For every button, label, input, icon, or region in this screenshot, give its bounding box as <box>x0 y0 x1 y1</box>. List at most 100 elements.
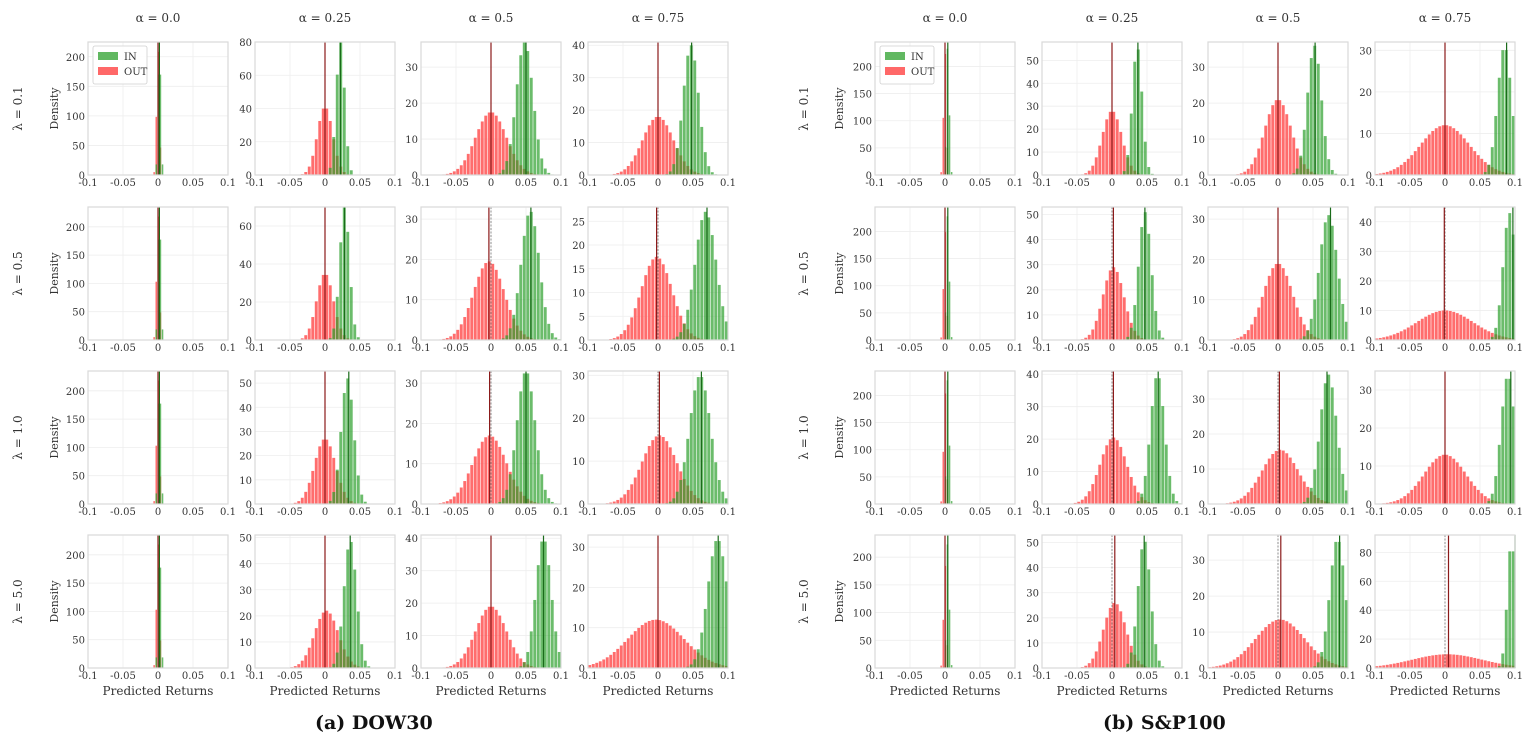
histogram-bar-out <box>1434 458 1438 504</box>
axes-frame <box>587 41 729 176</box>
row-title: λ = 0.5 <box>11 251 25 295</box>
histogram-bar-out <box>1094 475 1098 504</box>
x-tick-label: 0.1 <box>387 507 403 518</box>
histogram-bar-out <box>1246 492 1250 504</box>
histogram-bar-out <box>672 140 676 175</box>
histogram-bar-out <box>491 606 495 668</box>
y-tick-label: 30 <box>239 427 252 438</box>
histogram-bar-in <box>1316 662 1320 668</box>
y-tick-label: 10 <box>239 638 252 649</box>
histogram-bar-out <box>940 501 942 504</box>
histogram-bar-in <box>1334 415 1338 504</box>
histogram-bar-out <box>473 456 477 504</box>
histogram-bar-in <box>1147 167 1151 175</box>
histogram-bar-out <box>1399 331 1403 340</box>
histogram-bar-in <box>1306 92 1310 175</box>
histogram-bar-in <box>533 420 537 504</box>
y-tick-label: 0 <box>412 500 418 511</box>
histogram-bar-in <box>1323 222 1327 340</box>
y-tick-label: 40 <box>1026 79 1039 90</box>
histogram-bar-in <box>349 399 353 504</box>
histogram-bar-out <box>487 606 491 668</box>
histogram-bar-out <box>307 166 311 175</box>
histogram-bar-in <box>515 420 519 504</box>
histogram-bar-out <box>675 306 679 340</box>
histogram-bar-in <box>1327 159 1331 175</box>
y-tick-label: 10 <box>1026 639 1039 650</box>
x-tick-label: -0.05 <box>1064 343 1090 354</box>
y-tick-label: 30 <box>405 215 418 226</box>
histogram-bar-out <box>1438 126 1442 175</box>
histogram-bar-out <box>1243 171 1247 175</box>
histogram-bar-out <box>487 112 491 175</box>
y-tick-label: 10 <box>1359 129 1372 140</box>
x-tick-label: 0 <box>1109 671 1115 682</box>
histogram-bar-out <box>1417 146 1421 175</box>
y-tick-label: 0 <box>579 336 585 347</box>
histogram-bar-out <box>661 621 665 668</box>
histogram-bar-out <box>1136 492 1140 504</box>
y-tick-label: 10 <box>239 476 252 487</box>
histogram-bar-out <box>1438 456 1442 504</box>
histogram-bar-out <box>1462 316 1466 340</box>
axes-frame <box>87 41 229 176</box>
histogram-bar-out <box>1410 489 1414 504</box>
histogram-bar-out <box>1292 137 1296 175</box>
histogram-bar-out <box>456 329 460 340</box>
histogram-bar-in <box>550 333 554 340</box>
histogram-bar-in <box>1483 172 1487 175</box>
legend: IN OUT <box>879 45 935 85</box>
y-tick-label: 0 <box>1199 500 1205 511</box>
y-tick-label: 10 <box>1192 135 1205 146</box>
x-tick-label: 0 <box>488 507 494 518</box>
histogram-bar-in <box>547 498 551 504</box>
x-tick-label: 0.05 <box>1302 671 1324 682</box>
histogram-bar-in <box>1143 475 1147 504</box>
panel-r3-c4: 0 10 20 30 -0.1 -0.05 0 0.05 0.1 <box>1359 370 1523 518</box>
y-tick-label: 30 <box>1026 403 1039 414</box>
histogram-bar-out <box>1101 294 1105 340</box>
histogram-bar-out <box>1410 155 1414 175</box>
histogram-bar-in <box>161 164 164 175</box>
histogram-bar-out <box>442 502 446 504</box>
histogram-bar-out <box>1225 663 1229 668</box>
column-title: α = 0.0 <box>923 11 968 25</box>
x-tick-label: -0.05 <box>443 507 469 518</box>
histogram-bar-in <box>1494 116 1498 175</box>
histogram-bar-in <box>1299 155 1303 175</box>
y-tick-label: 30 <box>1026 589 1039 600</box>
histogram-bar-out <box>1098 464 1102 504</box>
histogram-bar-out <box>1108 270 1112 340</box>
x-tick-label: -0.1 <box>1365 343 1384 354</box>
x-tick-label: -0.1 <box>411 671 430 682</box>
y-tick-label: 100 <box>853 609 872 620</box>
y-tick-label: 0 <box>1033 171 1039 182</box>
histogram-bar-out <box>1229 502 1233 504</box>
histogram-bar-in <box>689 289 693 340</box>
histogram-bar-in <box>356 337 360 340</box>
y-tick-label: 20 <box>572 583 585 594</box>
x-tick-label: -0.1 <box>1365 671 1384 682</box>
histogram-bar-in <box>948 445 951 504</box>
x-tick-label: 0 <box>322 507 328 518</box>
histogram-bar-out <box>508 309 512 340</box>
y-axis-label: Density <box>833 416 846 459</box>
histogram-bar-out <box>321 439 325 504</box>
histogram-bar-out <box>463 317 467 340</box>
x-tick-label: 0 <box>1109 178 1115 189</box>
y-axis-label: Density <box>48 580 61 623</box>
panel-r2-c1: 0 50 100 150 200 -0.1 -0.05 0 0.05 0.1 <box>66 206 236 354</box>
histogram-bar-out <box>1410 325 1414 340</box>
x-tick-label: -0.05 <box>110 343 136 354</box>
panel-r4-c1: 0 50 100 150 200 -0.1 -0.05 0 0.05 0.1 Predicted R… <box>853 534 1023 698</box>
y-tick-label: 150 <box>66 82 85 93</box>
histogram-bar-in <box>1154 644 1158 668</box>
x-tick-label: 0 <box>155 671 161 682</box>
histogram-bar-out <box>480 121 484 175</box>
histogram-bar-in <box>703 211 707 340</box>
histogram-bar-out <box>940 665 942 668</box>
histogram-bar-out <box>1288 285 1292 340</box>
histogram-bar-out <box>480 441 484 504</box>
histogram-bar-in <box>717 284 721 340</box>
histogram-bar-out <box>459 165 463 175</box>
